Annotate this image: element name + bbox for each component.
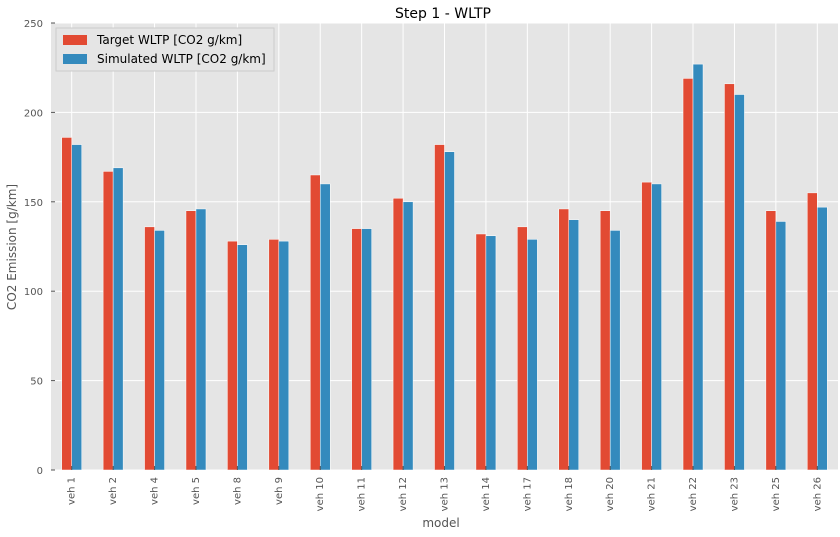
legend-box	[55, 27, 275, 72]
x-tick-label: veh 2	[108, 477, 119, 505]
y-tick-label: 50	[30, 377, 43, 388]
bar-simulated	[112, 167, 124, 471]
bar-target	[144, 226, 155, 471]
legend-label-target: Target WLTP [CO2 g/km]	[96, 33, 242, 47]
y-tick-label: 100	[24, 287, 43, 298]
x-tick-label: veh 23	[729, 477, 740, 511]
x-tick-label: veh 10	[315, 477, 326, 511]
bar-simulated	[361, 228, 372, 471]
legend-swatch-simulated	[63, 54, 87, 64]
x-tick-label: veh 21	[647, 477, 658, 511]
x-tick-label: veh 20	[605, 477, 616, 511]
x-tick-label: veh 9	[274, 477, 285, 505]
y-tick-label: 0	[37, 466, 43, 477]
bar-target	[558, 208, 570, 471]
y-tick-label: 250	[24, 19, 43, 30]
bar-simulated	[734, 94, 745, 471]
bar-target	[392, 197, 404, 471]
legend-swatch-target	[63, 35, 87, 45]
bar-simulated	[609, 230, 621, 471]
x-tick-label: veh 8	[232, 477, 243, 505]
bar-target	[641, 181, 652, 471]
x-tick-label: veh 11	[357, 477, 368, 511]
legend-label-simulated: Simulated WLTP [CO2 g/km]	[97, 52, 266, 66]
bar-target	[682, 78, 694, 471]
x-tick-label: veh 14	[481, 477, 492, 511]
bar-simulated	[402, 201, 414, 471]
y-axis-ticks: 0 50 100 150 200 250	[24, 19, 55, 477]
y-axis-label: CO2 Emission [g/km]	[5, 184, 19, 310]
bar-target	[102, 171, 114, 471]
bar-simulated	[817, 206, 828, 471]
bar-target	[765, 210, 777, 471]
chart-title: Step 1 - WLTP	[395, 6, 491, 22]
bar-simulated	[444, 151, 455, 471]
x-tick-label: veh 22	[688, 477, 699, 511]
bar-simulated	[568, 219, 580, 471]
bar-simulated	[527, 239, 538, 471]
bar-target	[475, 233, 487, 471]
bar-simulated	[775, 221, 787, 471]
x-tick-label: veh 12	[398, 477, 409, 511]
bar-simulated	[485, 235, 497, 471]
x-tick-label: veh 13	[440, 477, 451, 511]
bar-simulated	[319, 183, 331, 471]
x-tick-label: veh 5	[191, 477, 202, 505]
bar-target	[724, 83, 735, 471]
bar-simulated	[237, 244, 248, 471]
x-tick-label: veh 17	[522, 477, 533, 511]
x-axis-ticks: veh 1 veh 2 veh 4 veh 5 veh 8 veh 9 veh 10 veh …	[67, 466, 823, 511]
bar-simulated	[278, 240, 290, 471]
bar-simulated	[651, 183, 662, 471]
bar-target	[517, 226, 528, 471]
bar-simulated	[195, 208, 207, 471]
x-axis-label: model	[422, 516, 459, 530]
y-tick-label: 200	[24, 108, 43, 119]
bar-target	[227, 240, 238, 471]
legend: Target WLTP [CO2 g/km] Simulated WLTP [C…	[55, 27, 275, 72]
bar-target	[61, 137, 72, 471]
bars	[61, 63, 828, 471]
bar-target	[351, 228, 362, 471]
bar-target	[807, 192, 818, 471]
bar-target	[185, 210, 197, 471]
bar-target	[434, 144, 445, 471]
bar-simulated	[154, 230, 165, 471]
bar-target	[309, 174, 321, 471]
bar-target	[599, 210, 611, 471]
x-tick-label: veh 1	[67, 477, 78, 505]
bar-target	[268, 239, 280, 471]
y-tick-label: 150	[24, 198, 43, 209]
x-tick-label: veh 18	[564, 477, 575, 511]
bar-simulated	[71, 144, 82, 471]
x-tick-label: veh 4	[150, 477, 161, 505]
x-tick-label: veh 25	[771, 477, 782, 511]
x-tick-label: veh 26	[812, 477, 823, 511]
bar-simulated	[692, 63, 704, 471]
